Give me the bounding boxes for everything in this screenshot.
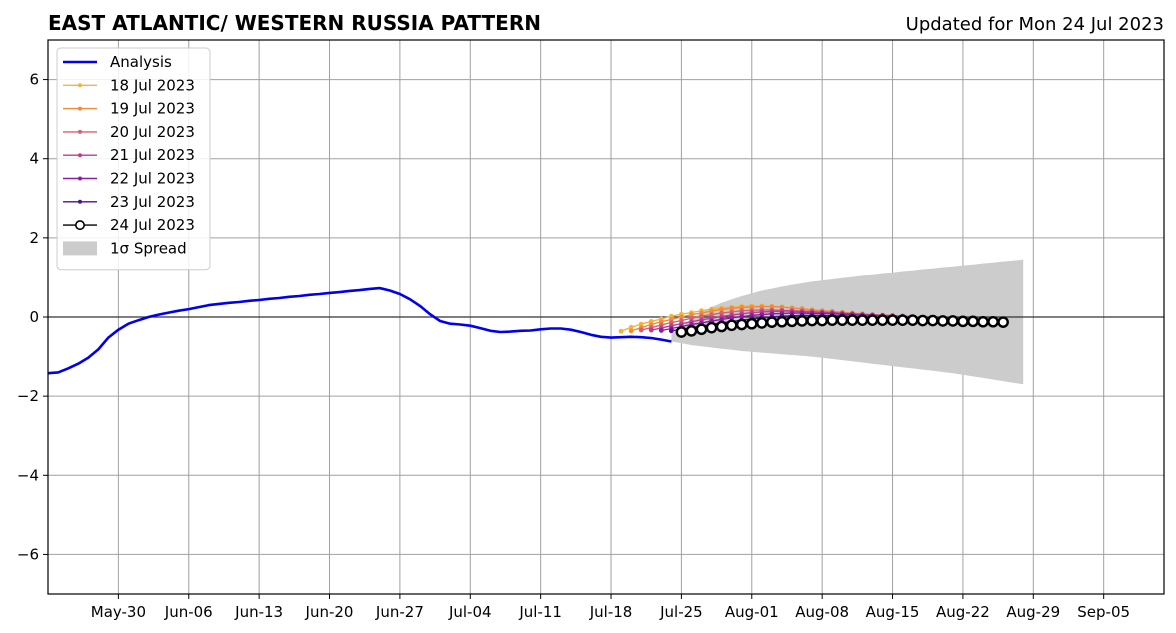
legend-item: 24 Jul 2023 [63, 216, 195, 234]
forecast-point [618, 328, 624, 334]
current-forecast-point [766, 316, 778, 328]
forecast-point [648, 327, 654, 333]
current-forecast-point [896, 314, 909, 326]
legend-label: Analysis [110, 53, 172, 71]
current-forecast-point [846, 314, 859, 326]
x-tick-label: Aug-15 [866, 603, 920, 621]
current-forecast-point [725, 319, 738, 332]
current-forecast-point [806, 314, 818, 327]
x-tick-label: Jul-18 [589, 603, 633, 621]
x-tick-label: Aug-22 [936, 603, 990, 621]
legend-item: 18 Jul 2023 [63, 76, 195, 94]
forecast-point [638, 327, 644, 333]
current-forecast-point [947, 315, 959, 327]
legend: Analysis 18 Jul 2023 19 Jul 2023 20 Jul 202… [56, 47, 211, 271]
current-forecast-point [926, 314, 939, 327]
legend-marker [78, 106, 82, 111]
legend-item: 20 Jul 2023 [63, 123, 195, 141]
legend-item: 19 Jul 2023 [63, 100, 195, 118]
x-tick-label: Aug-29 [1006, 603, 1060, 621]
legend-patch [63, 241, 97, 256]
legend-item: 22 Jul 2023 [63, 170, 195, 188]
current-forecast-point [786, 315, 798, 328]
y-tick-label: 6 [29, 71, 39, 89]
current-forecast-point [836, 314, 849, 326]
x-tick-label: Jun-06 [164, 603, 213, 621]
current-forecast-point [987, 315, 999, 328]
x-tick-label: Jul-25 [659, 603, 703, 621]
updated-label: Updated for Mon 24 Jul 2023 [906, 14, 1164, 35]
legend-label: 23 Jul 2023 [110, 193, 195, 211]
legend-label: 18 Jul 2023 [110, 76, 195, 94]
y-tick-label: −2 [17, 387, 39, 405]
x-tick-label: May-30 [91, 603, 146, 621]
legend-item: 1σ Spread [63, 239, 187, 257]
x-tick-label: Jun-20 [305, 603, 354, 621]
legend-box [56, 47, 211, 271]
legend-item: 21 Jul 2023 [63, 146, 195, 164]
x-tick-label: Jun-13 [234, 603, 283, 621]
current-forecast-point [977, 315, 989, 328]
current-forecast-point [735, 318, 748, 331]
plot-content [48, 259, 1164, 385]
current-forecast-point [796, 315, 808, 327]
current-forecast-point [756, 317, 768, 329]
y-tick-label: 0 [29, 308, 39, 326]
x-tick-label: Sep-05 [1077, 603, 1130, 621]
legend-marker [78, 153, 82, 158]
legend-label: 24 Jul 2023 [110, 216, 195, 234]
x-tick-label: Jul-04 [448, 603, 492, 621]
x-tick-label: Aug-01 [725, 603, 779, 621]
current-forecast-point [866, 314, 879, 326]
y-tick-label: −4 [17, 466, 39, 484]
current-forecast-point [705, 321, 718, 334]
current-forecast-point [685, 325, 698, 337]
current-forecast-point [856, 314, 869, 326]
y-tick-label: 4 [29, 150, 39, 168]
current-forecast-point [675, 326, 688, 338]
current-forecast-point [906, 314, 919, 326]
current-forecast-point [967, 315, 979, 328]
x-tick-label: Jul-11 [518, 603, 562, 621]
legend-label: 1σ Spread [110, 239, 187, 257]
current-forecast-point [937, 315, 949, 327]
legend-marker [78, 83, 82, 88]
y-tick-label: 2 [29, 229, 39, 247]
current-forecast-point [876, 314, 889, 326]
y-axis: −6 −4 −2 0 2 4 6 [17, 71, 48, 563]
current-forecast-point [695, 323, 708, 336]
plot-area: May-30 Jun-06 Jun-13 Jun-20 Jun-27 Jul-04 Jul-… [17, 39, 1165, 621]
current-forecast-point [816, 314, 828, 327]
legend-label: 22 Jul 2023 [110, 170, 195, 188]
current-forecast-point [745, 317, 758, 330]
legend-marker [78, 129, 82, 134]
x-axis: May-30 Jun-06 Jun-13 Jun-20 Jun-27 Jul-04 Jul-… [91, 594, 1130, 621]
forecast-point [668, 328, 674, 334]
y-tick-label: −6 [17, 545, 39, 563]
legend-item: Analysis [63, 53, 172, 71]
legend-item: 23 Jul 2023 [63, 193, 195, 211]
current-forecast-point [916, 314, 929, 327]
legend-label: 21 Jul 2023 [110, 146, 195, 164]
current-forecast-point [957, 315, 969, 328]
current-forecast-point [776, 315, 788, 328]
legend-marker [78, 199, 82, 204]
analysis-line [48, 286, 672, 375]
forecast-point [658, 328, 664, 333]
forecast-point [628, 328, 634, 334]
legend-label: 20 Jul 2023 [110, 123, 195, 141]
current-forecast-point [826, 314, 839, 326]
legend-marker [78, 176, 82, 181]
chart-title: EAST ATLANTIC/ WESTERN RUSSIA PATTERN [48, 11, 541, 35]
legend-label: 19 Jul 2023 [110, 100, 195, 118]
current-forecast-point [997, 316, 1009, 328]
x-tick-label: Jun-27 [375, 603, 424, 621]
current-forecast-point [715, 320, 728, 333]
x-tick-label: Aug-08 [795, 603, 849, 621]
current-forecast-series [675, 314, 1009, 338]
legend-marker [75, 220, 86, 231]
current-forecast-point [886, 314, 899, 326]
